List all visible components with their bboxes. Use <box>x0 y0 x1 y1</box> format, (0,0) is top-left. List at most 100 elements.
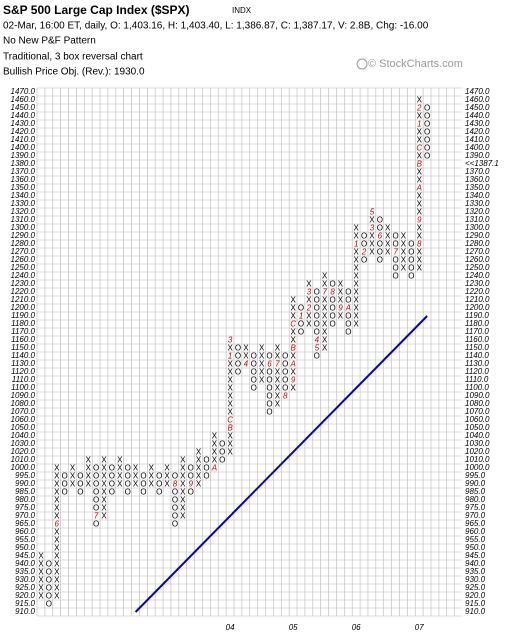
month-marker: 6 <box>378 232 383 241</box>
pf-box: X <box>101 480 107 489</box>
pf-box: X <box>417 192 423 201</box>
pf-box: O <box>424 120 430 129</box>
pf-box: X <box>149 464 155 473</box>
pf-box: X <box>259 360 265 369</box>
pf-box: X <box>354 312 360 321</box>
pf-box: O <box>377 248 383 257</box>
month-marker: B <box>417 160 423 169</box>
y-tick-label: 1190.0 <box>11 311 35 320</box>
y-tick-label-right: 1140.0 <box>465 351 489 360</box>
y-tick-label-right: 1290.0 <box>465 231 490 240</box>
pf-box: X <box>101 512 107 521</box>
y-tick-label: 985.0 <box>15 487 36 496</box>
pf-box: X <box>54 528 60 537</box>
y-tick-label-right: 1010.0 <box>465 455 490 464</box>
pf-column: OOO <box>62 472 68 497</box>
month-marker: 8 <box>330 288 335 297</box>
y-tick-label: 1260.0 <box>11 255 36 264</box>
pf-box: O <box>172 488 178 497</box>
pf-box: O <box>266 352 272 361</box>
pf-box: X <box>290 352 296 361</box>
pf-box: X <box>385 240 391 249</box>
y-tick-label: 1410.0 <box>11 135 36 144</box>
pf-box: O <box>93 496 99 505</box>
pf-box: O <box>266 392 272 401</box>
pf-box: X <box>417 248 423 257</box>
month-marker: 7 <box>94 512 99 521</box>
y-tick-label-right: 1260.0 <box>465 255 490 264</box>
y-tick-label: 1390.0 <box>11 151 36 160</box>
pf-box: X <box>54 496 60 505</box>
y-tick-label-right: 1050.0 <box>465 423 490 432</box>
pf-column: XXX <box>164 464 170 489</box>
pf-box: X <box>101 464 107 473</box>
y-tick-label: 940.0 <box>15 559 36 568</box>
y-tick-label-right: 1400.0 <box>465 143 490 152</box>
y-tick-label: 1460.0 <box>11 95 36 104</box>
y-tick-label-right: 1310.0 <box>465 215 490 224</box>
pf-box: X <box>38 576 44 585</box>
pf-box: X <box>227 360 233 369</box>
pf-box: O <box>361 232 367 241</box>
pf-box: X <box>290 336 296 345</box>
pf-box: O <box>46 592 52 601</box>
pf-box: X <box>133 464 139 473</box>
y-tick-label-right: 1430.0 <box>465 119 490 128</box>
pf-box: O <box>408 240 414 249</box>
pf-box: X <box>322 304 328 313</box>
month-marker: C <box>227 416 233 425</box>
y-tick-label-right: 970.0 <box>465 511 486 520</box>
y-tick-label: 1100.0 <box>11 383 35 392</box>
pf-box: O <box>156 472 162 481</box>
pf-box: O <box>109 480 115 489</box>
pf-box: X <box>101 456 107 465</box>
pf-box: X <box>322 320 328 329</box>
pf-box: O <box>93 472 99 481</box>
pf-box: X <box>385 248 391 257</box>
pf-box: O <box>172 472 178 481</box>
pf-column: XXX <box>133 464 139 489</box>
pf-box: X <box>38 584 44 593</box>
pf-box: X <box>196 480 202 489</box>
y-tick-label: 1110.0 <box>12 375 36 384</box>
y-tick-label-right: 1100.0 <box>465 383 489 392</box>
y-tick-label: 925.0 <box>15 583 36 592</box>
month-marker: 3 <box>370 224 375 233</box>
pf-box: X <box>212 456 218 465</box>
pf-box: X <box>369 248 375 257</box>
pf-box: X <box>227 384 233 393</box>
pf-box: X <box>417 152 423 161</box>
pf-box: X <box>54 472 60 481</box>
y-tick-label: 1130.0 <box>11 359 35 368</box>
pf-box: O <box>140 472 146 481</box>
y-tick-label-right: 1190.0 <box>465 311 489 320</box>
pf-box: O <box>203 464 209 473</box>
pf-box: X <box>417 256 423 265</box>
title: S&P 500 Large Cap Index ($SPX) <box>3 3 190 17</box>
y-tick-label-right: 940.0 <box>465 559 486 568</box>
y-tick-label: 1210.0 <box>11 295 36 304</box>
pf-box: X <box>259 368 265 377</box>
pf-box: X <box>117 472 123 481</box>
y-tick-label: 1430.0 <box>11 119 36 128</box>
y-tick-label-right: 935.0 <box>465 567 486 576</box>
pf-box: X <box>369 232 375 241</box>
pf-box: O <box>329 312 335 321</box>
pf-box: O <box>377 216 383 225</box>
y-tick-label-right: 1240.0 <box>465 271 490 280</box>
y-tick-label: 1070.0 <box>11 407 36 416</box>
y-tick-label-right: 1150.0 <box>465 343 489 352</box>
pf-box: X <box>180 488 186 497</box>
pf-box: X <box>290 296 296 305</box>
pf-box: X <box>306 280 312 289</box>
pf-box: O <box>46 576 52 585</box>
pf-box: X <box>227 376 233 385</box>
